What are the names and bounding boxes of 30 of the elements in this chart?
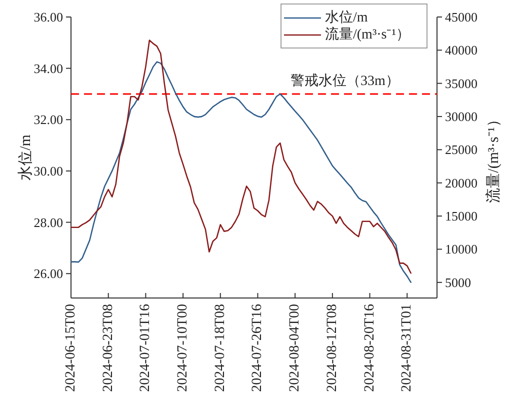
x-tick-label: 2024-07-01T16 <box>138 304 154 392</box>
y2-tick-label: 10000 <box>445 242 478 257</box>
x-tick-label: 2024-08-12T08 <box>324 304 340 392</box>
x-tick-label: 2024-07-10T00 <box>176 304 191 392</box>
x-tick-label: 2024-06-15T00 <box>64 304 78 392</box>
y-tick-label: 28.00 <box>34 214 63 230</box>
y2-tick-label: 45000 <box>445 10 478 24</box>
x-tick-label: 2024-08-31T01 <box>400 304 415 392</box>
x-tick-label: 2024-08-20T16 <box>362 304 378 392</box>
legend-label: 水位/m <box>325 10 368 26</box>
y2-tick-label: 30000 <box>445 109 478 124</box>
ref-line-label: 警戒水位（33m） <box>290 72 400 89</box>
y2-tick-label: 5000 <box>445 274 471 290</box>
y-axis-title: 水位/m <box>17 134 34 180</box>
x-tick-label: 2024-08-04T00 <box>288 304 303 392</box>
x-tick-label: 2024-07-26T16 <box>250 304 266 392</box>
y-tick-label: 26.00 <box>34 266 63 282</box>
y2-tick-label: 15000 <box>445 208 478 224</box>
y-tick-label: 36.00 <box>34 10 63 24</box>
y-tick-label: 34.00 <box>34 60 63 76</box>
legend-label: 流量/(m³·s⁻¹） <box>325 26 410 42</box>
x-tick-label: 2024-07-18T08 <box>212 304 228 392</box>
y-tick-label: 30.00 <box>34 163 63 178</box>
y-tick-label: 32.00 <box>34 112 63 128</box>
y2-tick-label: 20000 <box>445 175 478 190</box>
y2-axis-title: 流量/(m³·s⁻¹） <box>485 112 502 203</box>
y2-tick-label: 35000 <box>445 76 478 91</box>
x-tick-label: 2024-06-23T08 <box>100 304 116 392</box>
y2-tick-label: 40000 <box>445 42 478 58</box>
y2-tick-label: 25000 <box>445 142 478 158</box>
